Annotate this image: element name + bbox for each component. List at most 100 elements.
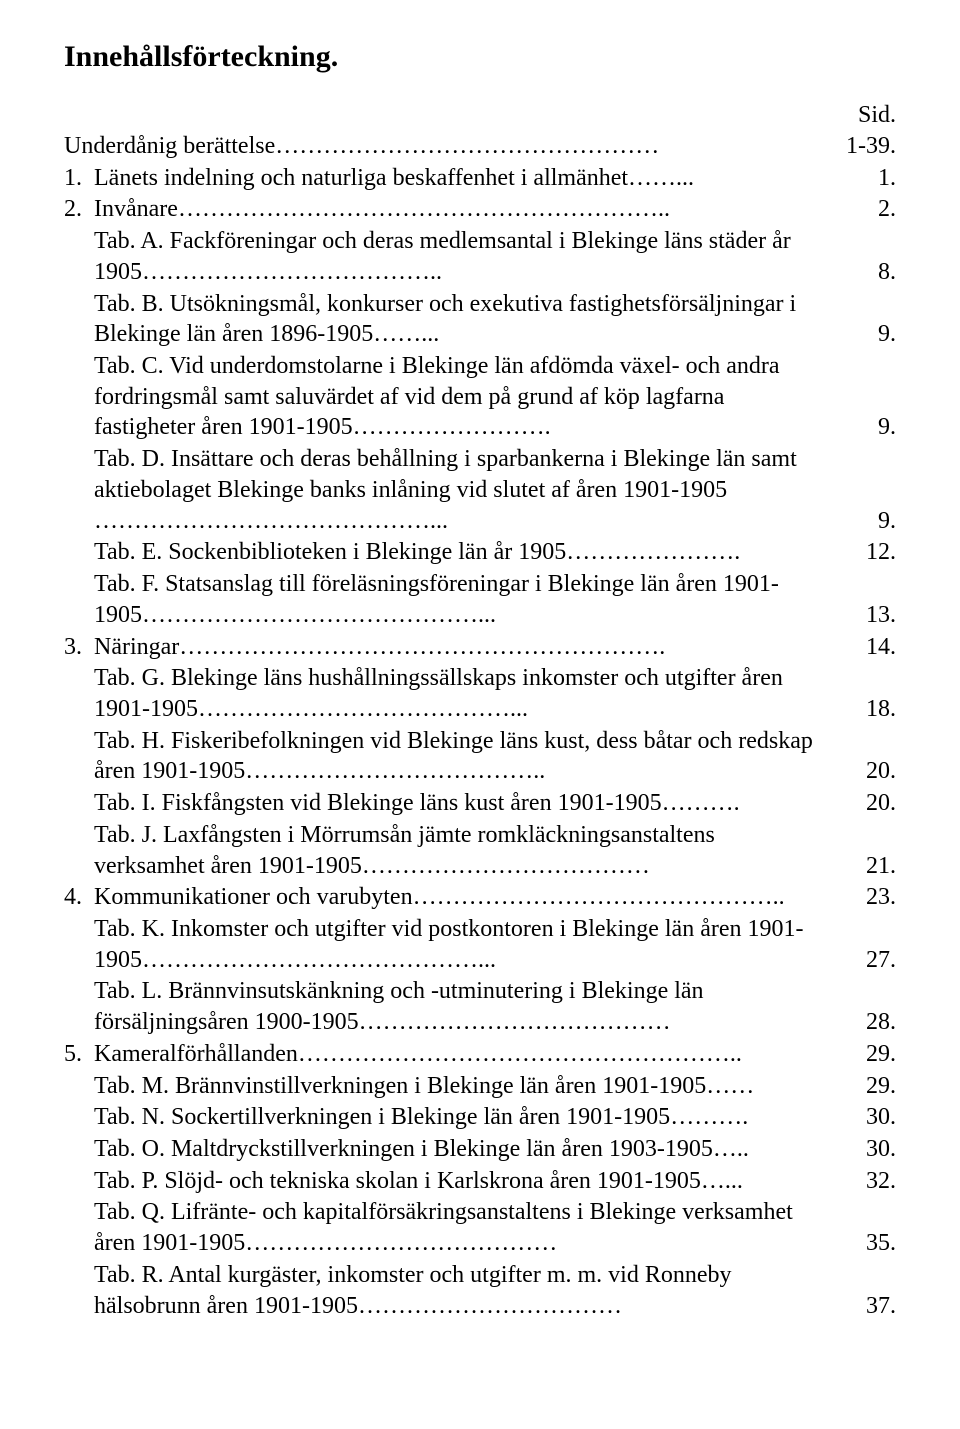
toc-row-page: 2. — [826, 194, 896, 225]
toc-row-page: 21. — [826, 851, 896, 882]
toc-row-leader: ……………………………… — [362, 851, 650, 882]
toc-row-leader: ……………………………………………………. — [179, 632, 665, 663]
toc-row-text: Tab. M. Brännvinstillverkningen i Blekin… — [94, 1071, 826, 1102]
toc-row-body: Tab. F. Statsanslag till föreläsningsför… — [94, 569, 826, 630]
toc-row: Tab. N. Sockertillverkningen i Blekinge … — [64, 1102, 896, 1133]
toc-row-page: 35. — [826, 1228, 896, 1259]
toc-row-prefix — [64, 788, 94, 819]
toc-row-prefix — [64, 1291, 94, 1322]
toc-row-body: Tab. I. Fiskfångsten vid Blekinge läns k… — [94, 788, 826, 819]
toc-row: 4. Kommunikationer och varubyten……………………… — [64, 882, 896, 913]
toc-row: Tab. G. Blekinge läns hushållningssällsk… — [64, 663, 896, 724]
toc-row: Underdånig berättelse…………………………………………1-3… — [64, 131, 896, 162]
toc-row-text: Kameralförhållanden……………………………………………….. — [94, 1039, 826, 1070]
toc-row-page: 14. — [826, 632, 896, 663]
toc-row-page: 9. — [826, 319, 896, 350]
toc-row-body: Tab. M. Brännvinstillverkningen i Blekin… — [94, 1071, 826, 1102]
toc-row-body: Tab. K. Inkomster och utgifter vid postk… — [94, 914, 826, 975]
toc-row-text: Tab. D. Insättare och deras behållning i… — [94, 444, 826, 536]
toc-row: Tab. H. Fiskeribefolkningen vid Blekinge… — [64, 726, 896, 787]
toc-row-text: Tab. J. Laxfångsten i Mörrumsån jämte ro… — [94, 820, 826, 881]
toc-row-prefix — [64, 756, 94, 787]
toc-row: 2. Invånare……………………………………………………..2. — [64, 194, 896, 225]
toc-row-leader: …………………. — [566, 537, 740, 568]
toc-row-page: 37. — [826, 1291, 896, 1322]
toc-row-prefix — [64, 945, 94, 976]
toc-row-page: 1. — [826, 163, 896, 194]
toc-row: 5. Kameralförhållanden………………………………………………… — [64, 1039, 896, 1070]
toc-row-leader: ……………………………………... — [142, 600, 496, 631]
toc-row-leader: ………. — [670, 1102, 748, 1133]
toc-row: Tab. L. Brännvinsutskänkning och -utminu… — [64, 976, 896, 1037]
toc-row-page: 30. — [826, 1134, 896, 1165]
toc-row-prefix — [64, 537, 94, 568]
toc-row-prefix — [64, 257, 94, 288]
toc-row-page: 1-39. — [826, 131, 896, 162]
toc-row-text: Tab. C. Vid underdomstolarne i Blekinge … — [94, 351, 826, 443]
toc-row: Tab. C. Vid underdomstolarne i Blekinge … — [64, 351, 896, 443]
toc-row-body: Länets indelning och naturliga beskaffen… — [94, 163, 826, 194]
toc-row: Tab. A. Fackföreningar och deras medlems… — [64, 226, 896, 287]
toc-row-page: 9. — [826, 412, 896, 443]
toc-row: 1. Länets indelning och naturliga beskaf… — [64, 163, 896, 194]
toc-row-leader: ……………………………….. — [245, 756, 545, 787]
toc-row-body: Tab. R. Antal kurgäster, inkomster och u… — [94, 1260, 826, 1321]
toc-row-prefix — [64, 1134, 94, 1165]
toc-row-page: 8. — [826, 257, 896, 288]
toc-row-body: Tab. H. Fiskeribefolkningen vid Blekinge… — [94, 726, 826, 787]
toc-row-text: Tab. F. Statsanslag till föreläsningsför… — [94, 569, 826, 630]
toc-row-text: Kommunikationer och varubyten……………………………… — [94, 882, 826, 913]
toc-row-prefix: 3. — [64, 632, 94, 663]
sid-header-row: Sid. — [64, 102, 896, 129]
toc-row-body: Tab. Q. Lifränte- och kapitalförsäkrings… — [94, 1197, 826, 1258]
toc-row-text: Länets indelning och naturliga beskaffen… — [94, 163, 826, 194]
toc-row-body: Tab. J. Laxfångsten i Mörrumsån jämte ro… — [94, 820, 826, 881]
toc-row-page: 32. — [826, 1166, 896, 1197]
toc-row-body: Tab. E. Sockenbiblioteken i Blekinge län… — [94, 537, 826, 568]
toc-row-text: Tab. L. Brännvinsutskänkning och -utminu… — [94, 976, 826, 1037]
toc-row-leader: …………………………………………………….. — [178, 194, 670, 225]
toc-row-text: Underdånig berättelse………………………………………… — [64, 131, 826, 162]
toc-row-body: Tab. A. Fackföreningar och deras medlems… — [94, 226, 826, 287]
toc-row-text: Tab. H. Fiskeribefolkningen vid Blekinge… — [94, 726, 826, 787]
toc-row-prefix: 4. — [64, 882, 94, 913]
toc-row-leader: ……... — [373, 319, 439, 350]
toc-row: 3. Näringar…………………………………………………….14. — [64, 632, 896, 663]
toc-row-page: 27. — [826, 945, 896, 976]
sid-spacer — [64, 102, 826, 129]
toc-row-text: Invånare…………………………………………………….. — [94, 194, 826, 225]
toc-row-text: Tab. E. Sockenbiblioteken i Blekinge län… — [94, 537, 826, 568]
toc-row-body: Underdånig berättelse………………………………………… — [64, 131, 826, 162]
toc-row-text: Tab. I. Fiskfångsten vid Blekinge läns k… — [94, 788, 826, 819]
toc-row-prefix — [64, 1102, 94, 1133]
toc-row-body: Tab. O. Maltdryckstillverkningen i Bleki… — [94, 1134, 826, 1165]
toc-row-prefix — [64, 1007, 94, 1038]
toc-row-leader: ………………………………………… — [275, 131, 659, 162]
toc-row-prefix: 2. — [64, 194, 94, 225]
toc-row-body: Näringar……………………………………………………. — [94, 632, 826, 663]
toc-row: Tab. I. Fiskfångsten vid Blekinge läns k… — [64, 788, 896, 819]
toc-row: Tab. D. Insättare och deras behållning i… — [64, 444, 896, 536]
toc-row-text: Tab. N. Sockertillverkningen i Blekinge … — [94, 1102, 826, 1133]
toc-row-text: Tab. R. Antal kurgäster, inkomster och u… — [94, 1260, 826, 1321]
toc-row-text: Tab. K. Inkomster och utgifter vid postk… — [94, 914, 826, 975]
toc-row-text: Tab. B. Utsökningsmål, konkurser och exe… — [94, 289, 826, 350]
toc-row-leader: ………………………………… — [359, 1007, 671, 1038]
toc-row: Tab. O. Maltdryckstillverkningen i Bleki… — [64, 1134, 896, 1165]
toc-row-leader: ………. — [662, 788, 740, 819]
toc-row-leader: ……………………………………... — [142, 945, 496, 976]
toc-row-leader: ……... — [628, 163, 694, 194]
toc-row: Tab. B. Utsökningsmål, konkurser och exe… — [64, 289, 896, 350]
toc-row: Tab. P. Slöjd- och tekniska skolan i Kar… — [64, 1166, 896, 1197]
toc-row-leader: ……………………………….. — [142, 257, 442, 288]
page-title: Innehållsförteckning. — [64, 40, 896, 74]
toc-row-page: 12. — [826, 537, 896, 568]
toc-row-leader: ……………………. — [353, 412, 551, 443]
toc-row-body: Tab. L. Brännvinsutskänkning och -utminu… — [94, 976, 826, 1037]
toc-row-page: 23. — [826, 882, 896, 913]
toc-row-prefix — [64, 694, 94, 725]
toc-row-leader: …………………………… — [358, 1291, 622, 1322]
toc-row-prefix — [64, 1166, 94, 1197]
toc-row-body: Tab. C. Vid underdomstolarne i Blekinge … — [94, 351, 826, 443]
toc-row-leader: …………………………………... — [198, 694, 528, 725]
